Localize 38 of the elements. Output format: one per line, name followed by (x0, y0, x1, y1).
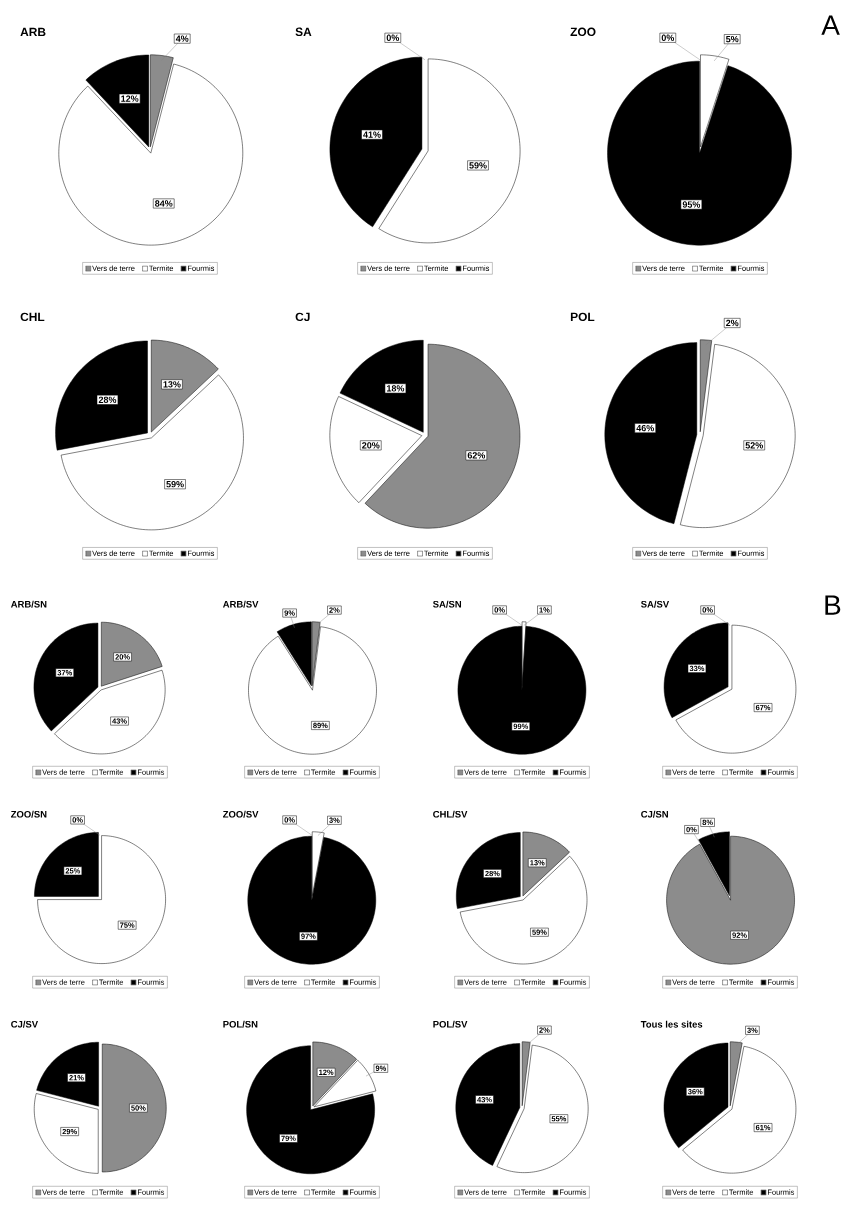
text: 0% (661, 34, 675, 41)
chart-title: CJ (295, 312, 310, 322)
chart-title: POL/SV (433, 1020, 468, 1028)
data-label: 46% (636, 424, 654, 432)
chart-title: CHL/SV (433, 810, 468, 818)
data-label: 62% (467, 452, 486, 459)
chart-title: Tous les sites (640, 1020, 703, 1028)
chart-title: ARB (20, 27, 46, 37)
data-label: 20% (362, 442, 380, 449)
chart-title: ZOO/SN (10, 810, 47, 818)
data-label: 52% (745, 442, 763, 449)
data-label: 59% (469, 162, 487, 169)
data-label: 95% (682, 201, 701, 208)
chart-title: POL/SN (223, 1020, 258, 1028)
data-label: 41% (363, 131, 381, 138)
chart-title: ZOO/SV (222, 810, 259, 818)
chart-title: POL (570, 312, 595, 322)
data-label: 12% (121, 95, 139, 102)
data-label: 28% (98, 396, 117, 403)
data-label: 18% (387, 385, 405, 392)
chart-title: ZOO (570, 27, 596, 37)
chart-title: ARB/SV (222, 600, 259, 608)
chart-title: CHL (20, 312, 45, 322)
data-label: 84% (155, 200, 173, 207)
chart-title: CJ/SV (11, 1020, 38, 1028)
data-label: 13% (163, 381, 181, 388)
text: A (821, 15, 840, 35)
chart-title: SA/SV (640, 600, 670, 608)
chart-title: CJ/SN (641, 810, 668, 818)
data-label: 4% (175, 35, 189, 42)
data-label: 2% (726, 319, 739, 327)
chart-title: SA (295, 27, 312, 37)
data-label: 5% (725, 35, 739, 43)
chart-title: ARB/SN (10, 600, 47, 608)
chart-title: SA/SN (432, 600, 461, 608)
data-label: 59% (166, 481, 184, 488)
text: 0% (386, 34, 400, 41)
text: B (825, 595, 841, 615)
